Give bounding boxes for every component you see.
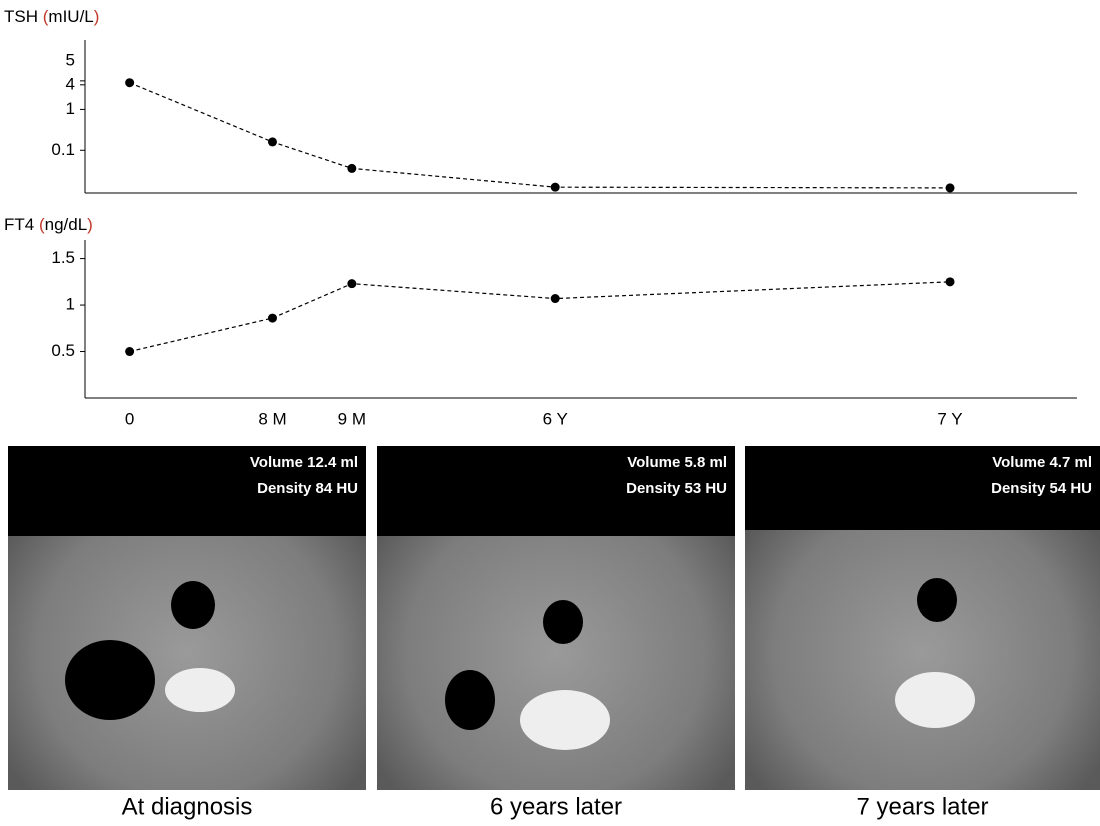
y-tick-label: 1.5 [51, 248, 75, 267]
series-line [130, 83, 950, 188]
x-tick-label: 8 M [258, 409, 286, 428]
trachea [917, 578, 957, 622]
volume-label: Volume 4.7 ml [992, 454, 1092, 471]
trachea [171, 581, 215, 629]
x-tick-label: 9 M [338, 409, 366, 428]
density-label: Density 54 HU [991, 480, 1092, 497]
title-part: TSH [4, 7, 43, 26]
data-point [125, 347, 134, 356]
title-part: ng/dL [45, 215, 88, 234]
data-point [268, 314, 277, 323]
x-tick-label: 6 Y [543, 409, 568, 428]
data-point [347, 279, 356, 288]
density-label: Density 53 HU [626, 480, 727, 497]
figure: TSH (mIU/L) 0.1 1 4 5 FT4 (ng/dL) 0.5 1 1.5 0 8 M 9… [0, 0, 1100, 826]
y-tick-label: 5 [66, 50, 75, 69]
y-tick-label: 1 [66, 295, 75, 314]
density-label: Density 84 HU [257, 480, 358, 497]
data-point [551, 294, 560, 303]
caption: 7 years later [856, 793, 988, 820]
x-tick-label: 7 Y [937, 409, 962, 428]
lesion [445, 670, 495, 730]
series-line [130, 282, 950, 352]
data-point [946, 277, 955, 286]
caption: At diagnosis [122, 793, 253, 820]
vertebra [895, 672, 975, 728]
y-tick-label: 0.5 [51, 341, 75, 360]
volume-label: Volume 5.8 ml [627, 454, 727, 471]
page: TSH (mIU/L) 0.1 1 4 5 FT4 (ng/dL) 0.5 1 1.5 0 8 M 9… [0, 0, 1100, 826]
vertebra [520, 690, 610, 750]
data-point [268, 137, 277, 146]
lesion [65, 640, 155, 720]
y-tick-label: 1 [66, 99, 75, 118]
title-part: ) [87, 215, 93, 234]
data-point [125, 78, 134, 87]
title-part: FT4 [4, 215, 39, 234]
caption: 6 years later [490, 793, 622, 820]
axis-title: TSH (mIU/L) [4, 7, 99, 26]
x-tick-label: 0 [125, 409, 134, 428]
trachea [543, 600, 583, 644]
axis-title: FT4 (ng/dL) [4, 215, 93, 234]
ct-panels [8, 446, 1100, 790]
title-part: ) [94, 7, 100, 26]
volume-label: Volume 12.4 ml [250, 454, 358, 471]
data-point [347, 164, 356, 173]
vertebra [165, 668, 235, 712]
y-tick-label: 0.1 [51, 140, 75, 159]
y-tick-label: 4 [66, 74, 75, 93]
data-point [946, 183, 955, 192]
title-part: mIU/L [48, 7, 93, 26]
data-point [551, 183, 560, 192]
